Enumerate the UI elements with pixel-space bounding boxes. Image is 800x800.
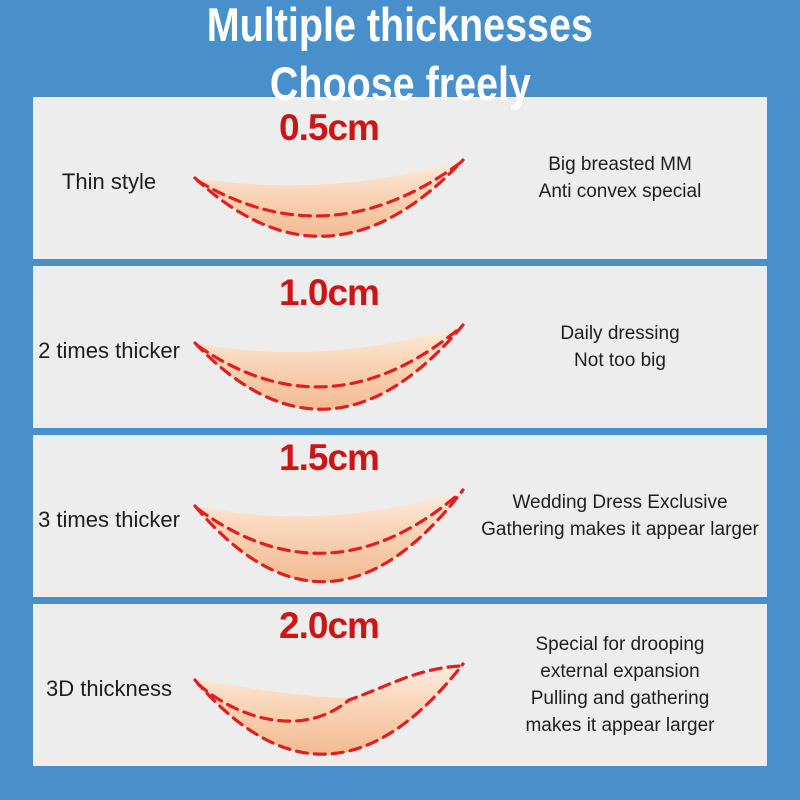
panel-description: Daily dressing Not too big xyxy=(473,320,767,374)
thickness-value: 2.0cm xyxy=(279,605,380,646)
desc-line: Big breasted MM xyxy=(548,154,692,175)
pad-inner-dash xyxy=(196,161,462,218)
pad-figure: 0.5cm xyxy=(185,108,473,248)
pad-figure: 2.0cm xyxy=(185,606,473,764)
panel-2-times-thicker: 2 times thicker 1.0cm Daily dressing Not… xyxy=(33,266,767,428)
pad-figure: 1.5cm xyxy=(185,438,473,594)
pad-illustration-2x xyxy=(193,323,465,411)
title-line-1: Multiple thicknesses xyxy=(206,0,594,51)
desc-line: makes it appear larger xyxy=(525,715,715,736)
thickness-panels: Thin style 0.5cm Big breasted MM Anti co… xyxy=(33,97,767,766)
thickness-label: 3D thickness xyxy=(46,676,172,701)
pad-figure: 1.0cm xyxy=(185,273,473,421)
desc-line: Daily dressing xyxy=(560,323,680,344)
page-title: Multiple thicknesses Choose freely xyxy=(0,0,800,107)
title-line-2: Choose freely xyxy=(269,57,531,110)
pad-fill xyxy=(195,490,463,582)
pad-outer-dash xyxy=(193,323,465,411)
pad-fill xyxy=(195,160,463,237)
desc-line: Anti convex special xyxy=(538,181,702,202)
thickness-label: 3 times thicker xyxy=(38,507,180,532)
pad-outer-dash xyxy=(193,662,465,756)
desc-line: Wedding Dress Exclusive xyxy=(512,492,728,513)
pad-inner-dash xyxy=(196,326,462,389)
desc-line: Special for drooping xyxy=(535,634,705,655)
thickness-value: 0.5cm xyxy=(279,107,380,148)
panel-description: Big breasted MM Anti convex special xyxy=(473,151,767,205)
panel-thin-style: Thin style 0.5cm Big breasted MM Anti co… xyxy=(33,97,767,259)
thickness-label: 2 times thicker xyxy=(38,338,180,363)
pad-outer-dash xyxy=(193,158,465,238)
thickness-value: 1.5cm xyxy=(279,437,380,478)
pad-fill xyxy=(195,325,463,410)
desc-line: external expansion xyxy=(540,661,700,682)
thickness-value: 1.0cm xyxy=(279,272,380,313)
desc-line: Gathering makes it appear larger xyxy=(481,519,759,540)
pad-illustration-thin xyxy=(193,158,465,238)
panel-3d-thickness: 3D thickness 2.0cm Special for drooping … xyxy=(33,604,767,766)
pad-fill xyxy=(195,666,463,755)
desc-line: Pulling and gathering xyxy=(530,688,710,709)
pad-illustration-3x xyxy=(193,488,465,584)
panel-description: Wedding Dress Exclusive Gathering makes … xyxy=(473,489,767,543)
desc-line: Not too big xyxy=(574,350,666,371)
panel-3-times-thicker: 3 times thicker 1.5cm Wedding Dress Excl… xyxy=(33,435,767,597)
thickness-label: Thin style xyxy=(61,169,157,194)
pad-inner-dash xyxy=(196,491,462,555)
panel-description: Special for drooping external expansion … xyxy=(473,631,767,739)
pad-illustration-3d xyxy=(193,662,465,756)
pad-outer-dash xyxy=(193,488,465,584)
pad-inner-dash xyxy=(196,664,463,723)
